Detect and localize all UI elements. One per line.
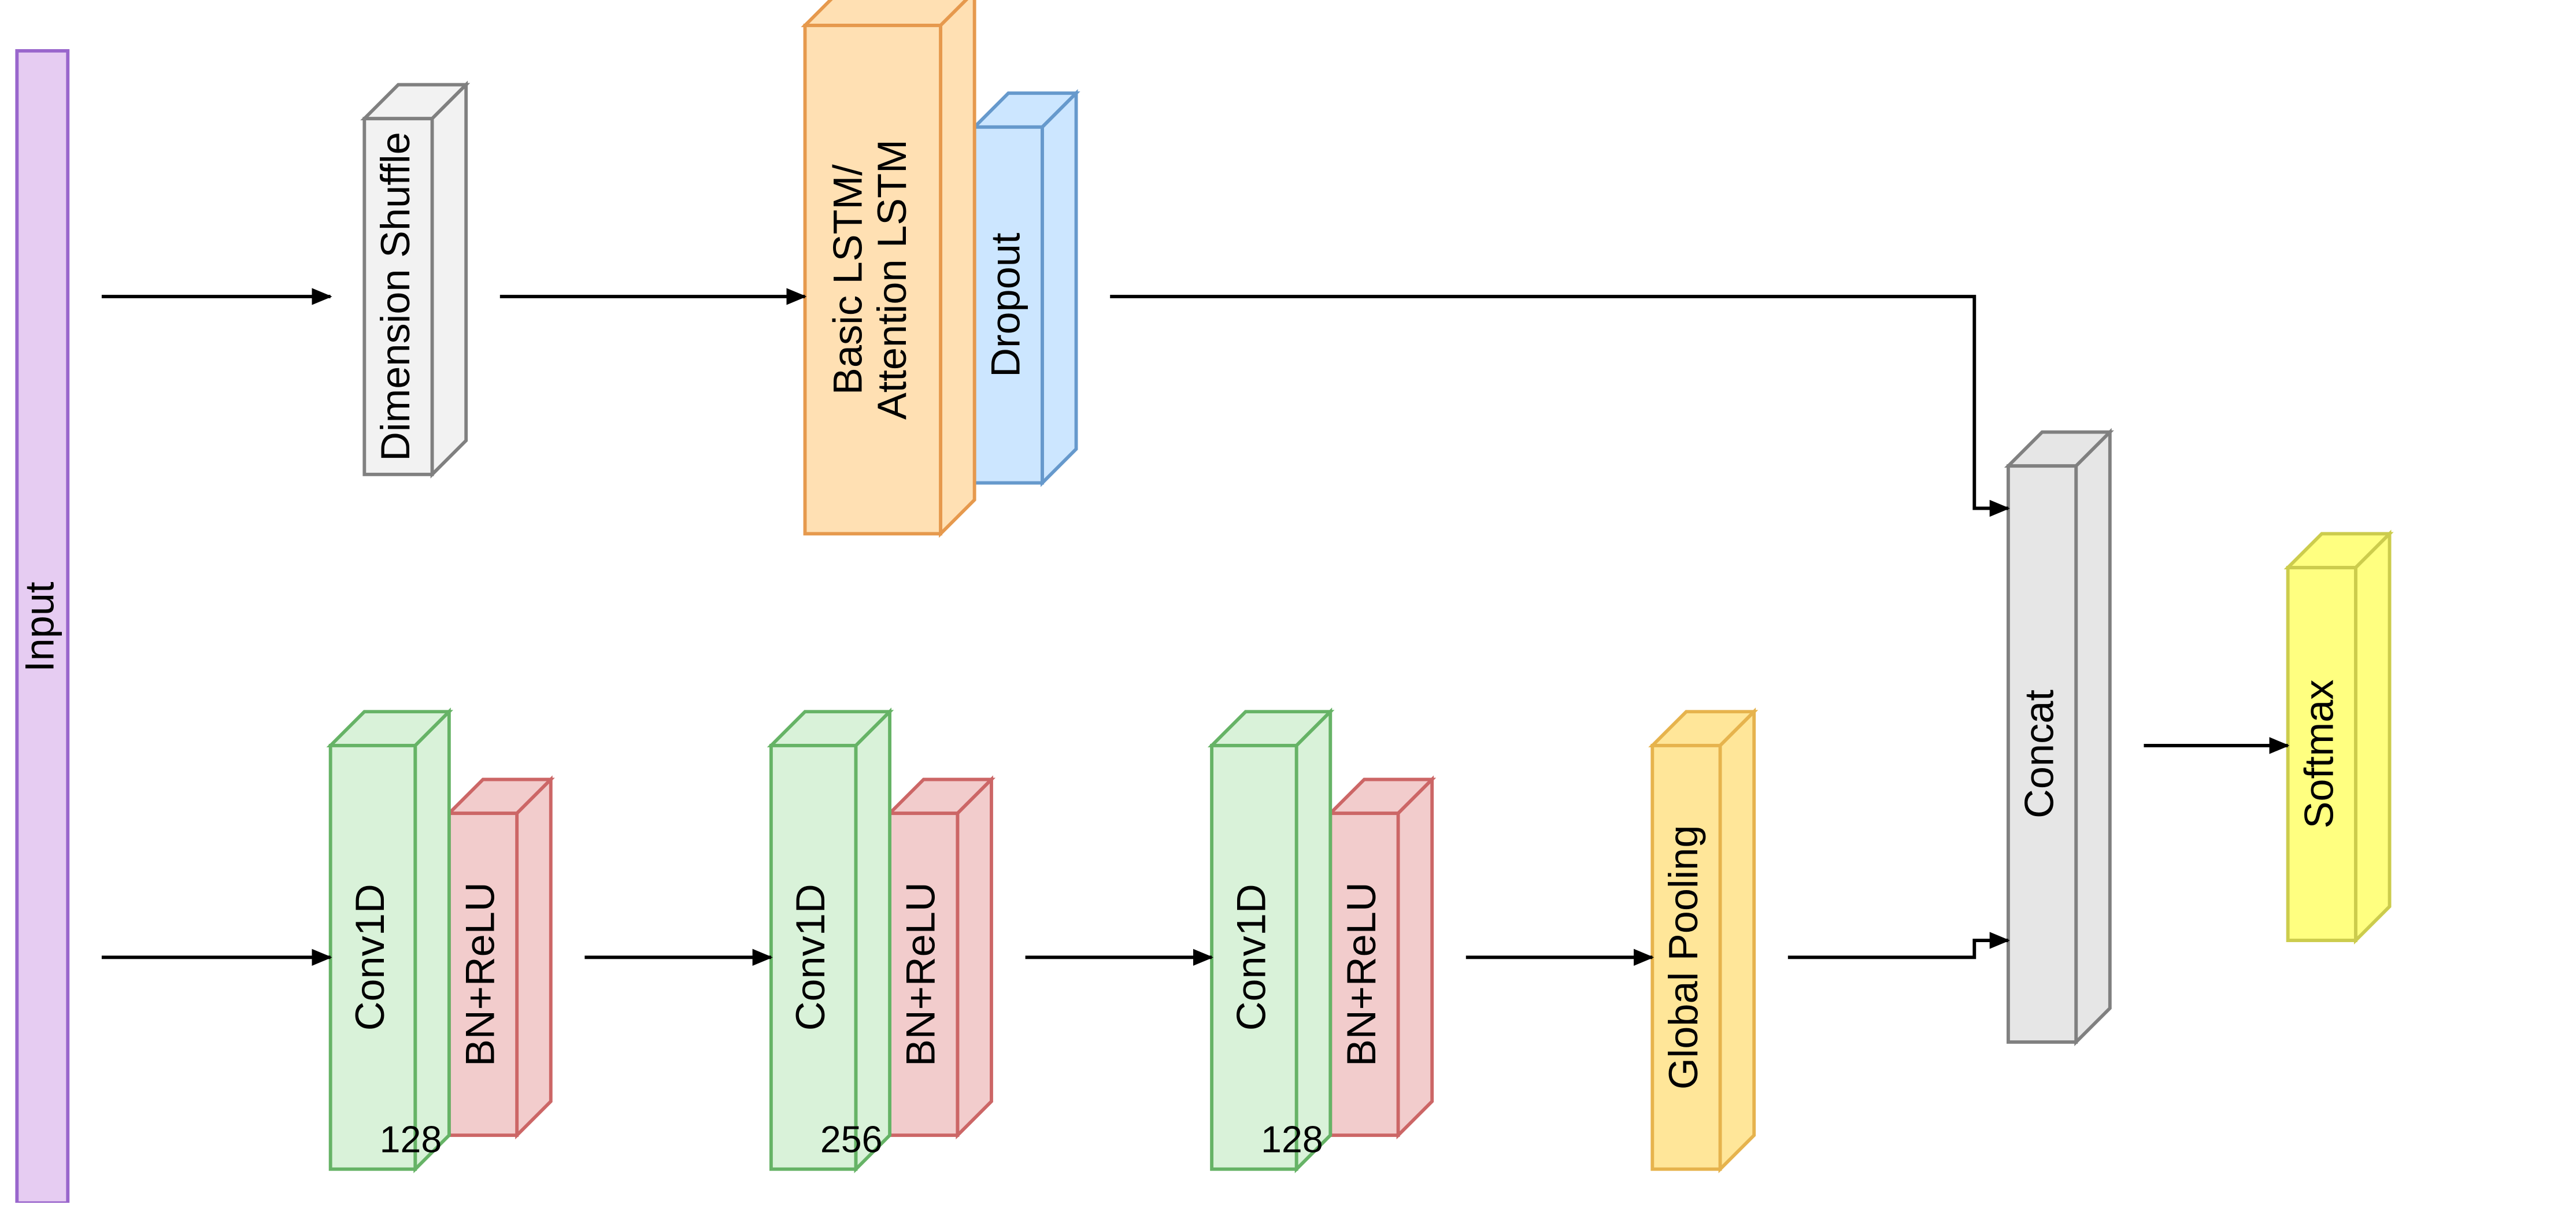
bn2-block: BN+ReLU bbox=[890, 780, 991, 1136]
conv2-footer: 256 bbox=[820, 1118, 883, 1160]
conv1-footer: 128 bbox=[380, 1118, 442, 1160]
conv3-label: Conv1D bbox=[1228, 884, 1274, 1031]
dropout-block: Dropout bbox=[975, 93, 1076, 483]
lstm-label: Basic LSTM/Attention LSTM bbox=[824, 139, 914, 420]
shuffle-label: Dimension Shuffle bbox=[372, 132, 418, 461]
conv2-label: Conv1D bbox=[787, 884, 833, 1031]
conv3-footer: 128 bbox=[1261, 1118, 1323, 1160]
input-label: Input bbox=[16, 581, 62, 672]
bn1-label: BN+ReLU bbox=[457, 882, 502, 1066]
bn2-label: BN+ReLU bbox=[897, 882, 943, 1066]
pool-label: Global Pooling bbox=[1660, 825, 1705, 1090]
concat-block: Concat bbox=[2008, 432, 2110, 1042]
bn1-block: BN+ReLU bbox=[449, 780, 551, 1136]
conv2-block: Conv1D 256 bbox=[771, 712, 890, 1169]
pool-block: Global Pooling bbox=[1652, 712, 1754, 1169]
shuffle-block: Dimension Shuffle bbox=[364, 85, 466, 475]
dropout-label: Dropout bbox=[982, 232, 1028, 377]
architecture-diagram: Input Dimension Shuffle Dropout Basic LSTM/… bbox=[0, 0, 2576, 1203]
softmax-block: Softmax bbox=[2288, 533, 2390, 940]
lstm-block: Basic LSTM/Attention LSTM bbox=[805, 0, 975, 533]
input-block: Input bbox=[16, 51, 68, 1203]
softmax-label: Softmax bbox=[2296, 680, 2341, 829]
conv1-label: Conv1D bbox=[347, 884, 393, 1031]
pool-to-concat-arrow bbox=[1788, 940, 2008, 957]
conv3-block: Conv1D 128 bbox=[1212, 712, 1330, 1169]
concat-label: Concat bbox=[2016, 690, 2061, 818]
lstm-to-concat-arrow bbox=[1110, 297, 2008, 508]
bn3-label: BN+ReLU bbox=[1338, 882, 1383, 1066]
conv1-block: Conv1D 128 bbox=[331, 712, 449, 1169]
bn3-block: BN+ReLU bbox=[1330, 780, 1432, 1136]
